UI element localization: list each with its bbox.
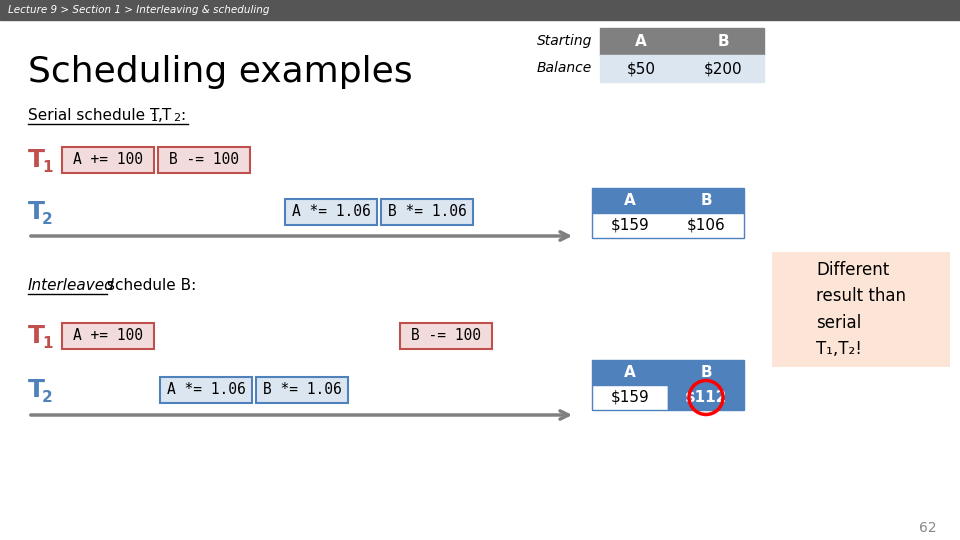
- Text: B: B: [717, 34, 729, 49]
- Text: A *= 1.06: A *= 1.06: [167, 382, 246, 397]
- Text: B: B: [700, 365, 711, 380]
- Text: B *= 1.06: B *= 1.06: [388, 205, 467, 219]
- Text: T: T: [28, 200, 45, 224]
- Text: B -= 100: B -= 100: [411, 328, 481, 343]
- FancyBboxPatch shape: [256, 377, 348, 403]
- Text: 2: 2: [173, 113, 180, 123]
- Text: T: T: [28, 324, 45, 348]
- Text: Starting: Starting: [537, 35, 592, 49]
- Text: Scheduling examples: Scheduling examples: [28, 55, 413, 89]
- FancyBboxPatch shape: [62, 323, 154, 349]
- Bar: [592, 385, 668, 410]
- Bar: [600, 55, 764, 82]
- FancyBboxPatch shape: [62, 147, 154, 173]
- Text: 1: 1: [42, 336, 53, 352]
- Bar: [600, 28, 764, 55]
- Text: A += 100: A += 100: [73, 328, 143, 343]
- Text: 1: 1: [151, 113, 158, 123]
- Text: 2: 2: [42, 213, 53, 227]
- Bar: [668, 385, 744, 410]
- Text: 62: 62: [919, 521, 937, 535]
- Text: ,T: ,T: [158, 107, 172, 123]
- Text: B *= 1.06: B *= 1.06: [263, 382, 342, 397]
- Text: 1: 1: [42, 160, 53, 176]
- Text: A: A: [636, 34, 647, 49]
- Text: Lecture 9 > Section 1 > Interleaving & scheduling: Lecture 9 > Section 1 > Interleaving & s…: [8, 5, 270, 15]
- Text: Interleaved: Interleaved: [28, 278, 115, 293]
- Text: Balance: Balance: [537, 62, 592, 76]
- Bar: [592, 213, 744, 238]
- Text: T: T: [28, 378, 45, 402]
- Text: A += 100: A += 100: [73, 152, 143, 167]
- Text: A: A: [624, 193, 636, 208]
- FancyBboxPatch shape: [381, 199, 473, 225]
- Text: 2: 2: [42, 390, 53, 406]
- Text: $159: $159: [611, 390, 649, 405]
- Text: schedule B:: schedule B:: [107, 278, 196, 293]
- Text: A *= 1.06: A *= 1.06: [292, 205, 371, 219]
- Text: $200: $200: [704, 61, 742, 76]
- Text: B -= 100: B -= 100: [169, 152, 239, 167]
- FancyBboxPatch shape: [772, 252, 950, 367]
- FancyBboxPatch shape: [158, 147, 250, 173]
- Text: A: A: [624, 365, 636, 380]
- Bar: [592, 188, 744, 213]
- Text: $159: $159: [611, 218, 649, 233]
- Text: T: T: [28, 148, 45, 172]
- Bar: [592, 360, 744, 385]
- Text: Different
result than
serial
T₁,T₂!: Different result than serial T₁,T₂!: [816, 261, 906, 358]
- Text: B: B: [700, 193, 711, 208]
- Text: $106: $106: [686, 218, 726, 233]
- Text: :: :: [180, 107, 185, 123]
- FancyBboxPatch shape: [160, 377, 252, 403]
- Text: $50: $50: [627, 61, 656, 76]
- Bar: [0, 0, 960, 20]
- FancyBboxPatch shape: [400, 323, 492, 349]
- Text: Serial schedule T: Serial schedule T: [28, 107, 159, 123]
- Text: $112: $112: [684, 390, 727, 405]
- FancyBboxPatch shape: [285, 199, 377, 225]
